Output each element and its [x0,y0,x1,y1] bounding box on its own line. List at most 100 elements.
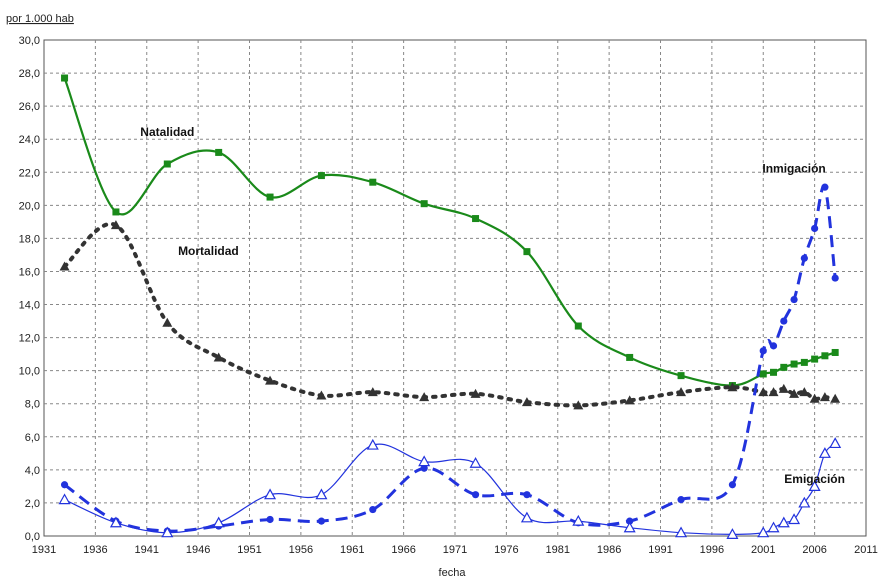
x-tick-label: 2001 [751,544,775,556]
data-point [317,172,325,180]
y-tick-label: 4,0 [25,465,40,477]
data-point [215,148,223,156]
data-point [800,254,808,262]
data-point [788,513,801,525]
data-point [109,516,122,528]
y-tick-label: 14,0 [19,300,40,312]
x-tick-label: 1941 [135,544,159,556]
x-tick-label: 1946 [186,544,210,556]
data-point [573,400,584,410]
data-point [831,348,839,356]
x-tick-label: 1936 [83,544,107,556]
data-point [798,496,811,508]
series-lines [58,74,842,539]
x-tick-label: 1956 [289,544,313,556]
data-point [624,395,635,405]
x-tick-label: 1966 [391,544,415,556]
y-tick-label: 0,0 [25,531,40,543]
data-point [808,480,821,491]
data-point [523,248,531,256]
data-point [471,491,480,499]
data-point [523,491,531,499]
y-tick-label: 16,0 [19,266,40,278]
series-line [62,221,838,408]
series-annotation: Inmigación [762,161,825,175]
series-annotation: Mortalidad [178,244,239,258]
y-tick-label: 30,0 [19,35,40,47]
y-tick-label: 22,0 [19,167,40,179]
y-tick-label: 10,0 [19,366,40,378]
data-point [759,347,767,355]
y-tick-label: 18,0 [19,233,40,245]
data-point [767,521,780,533]
data-point [316,390,327,400]
x-tick-label: 1961 [340,544,364,556]
y-tick-label: 8,0 [25,399,40,411]
x-tick-label: 1996 [700,544,724,556]
data-point [420,464,428,472]
data-point [59,261,70,271]
data-point [521,397,532,407]
data-point [266,193,274,201]
data-point [574,322,582,330]
data-point [831,274,839,282]
y-tick-label: 2,0 [25,498,40,510]
data-point [58,493,71,505]
data-point [676,387,687,397]
data-point [821,183,829,191]
series-group [58,437,842,539]
data-point [265,375,276,385]
y-tick-label: 26,0 [19,101,40,113]
data-point [264,488,277,500]
data-point [315,488,328,500]
data-point [110,220,121,230]
data-point [799,387,810,397]
y-tick-label: 12,0 [19,333,40,345]
data-point [367,387,378,397]
series-annotation: Emigación [784,472,845,486]
series-annotation: Natalidad [140,125,194,139]
data-point [726,528,739,539]
data-point [369,178,377,186]
series-annotations: Natalidad Mortalidad Inmigación Emigación [140,125,845,486]
data-point [369,505,377,514]
data-point [818,447,831,458]
x-tick-label: 2006 [802,544,826,556]
data-point [728,481,737,489]
data-point [811,355,819,363]
series-group [59,220,841,410]
data-point [768,387,779,397]
data-point [677,372,685,380]
data-point [830,393,841,403]
x-axis-title: fecha [439,567,467,579]
y-axis-unit-label: por 1.000 hab [6,13,74,25]
data-point [572,514,585,526]
data-point [675,526,688,538]
data-point [809,393,820,403]
data-point [61,74,69,82]
data-point [777,516,790,528]
data-point [780,317,788,325]
data-point [112,208,120,216]
data-point [418,455,431,467]
data-point [727,382,738,392]
x-tick-label: 2011 [854,544,878,556]
data-point [623,521,636,533]
data-point [780,363,788,371]
data-point [60,481,69,489]
y-tick-label: 24,0 [19,134,40,146]
x-tick-label: 1981 [546,544,570,556]
data-point [469,457,482,468]
data-point [420,200,428,208]
y-tick-label: 6,0 [25,432,40,444]
data-point [811,224,819,233]
series-line [64,442,836,535]
data-point [770,368,778,376]
data-point [821,352,829,360]
data-point [472,215,480,223]
data-point [317,517,326,525]
grid-lines [44,40,866,536]
x-tick-label: 1951 [237,544,261,556]
x-tick-label: 1976 [494,544,518,556]
